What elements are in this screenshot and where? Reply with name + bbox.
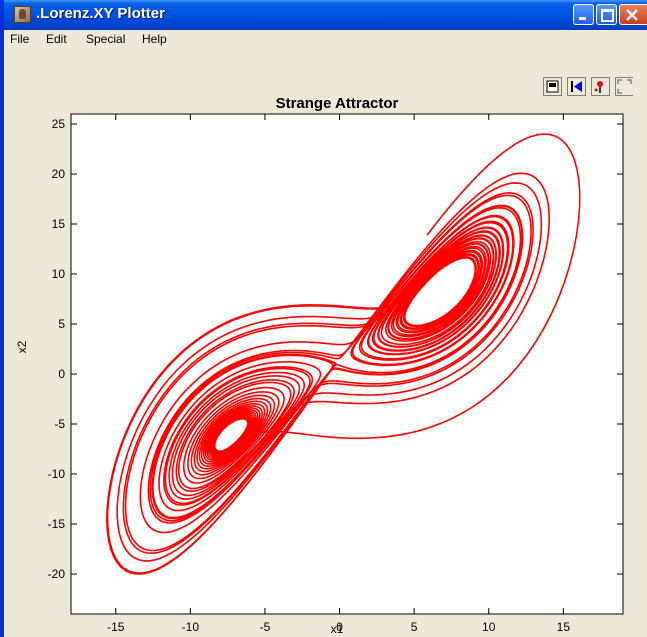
y-tick-label: -15 [48, 517, 66, 531]
fit-button[interactable] [615, 77, 633, 96]
save-button[interactable] [543, 77, 562, 96]
pin-button[interactable] [591, 77, 610, 96]
plot-frame [70, 113, 624, 615]
x-axis-label: x1 [331, 622, 344, 636]
x-tick-label: 5 [411, 620, 418, 634]
y-tick-label: -5 [54, 417, 65, 431]
x-tick-label: -5 [260, 620, 271, 634]
fit-icon [617, 79, 632, 94]
app-icon[interactable] [14, 6, 31, 23]
menu-edit[interactable]: Edit [46, 32, 67, 46]
pin-icon [594, 81, 603, 93]
close-button[interactable] [619, 4, 647, 25]
y-tick-label: 5 [58, 317, 65, 331]
save-icon [546, 80, 559, 93]
window-title: .Lorenz.XY Plotter [36, 5, 165, 22]
chart-title: Strange Attractor [276, 95, 399, 112]
trajectory-group [105, 133, 581, 575]
x-tick-label: 10 [482, 620, 496, 634]
y-tick-label: 10 [52, 267, 66, 281]
x-tick-label: 15 [557, 620, 571, 634]
x-tick-label: -15 [107, 620, 125, 634]
y-tick-label: 20 [52, 167, 66, 181]
rewind-button[interactable] [567, 77, 586, 96]
x-tick-label: -10 [182, 620, 200, 634]
minimize-button[interactable] [573, 4, 594, 25]
y-tick-label: -20 [48, 567, 66, 581]
chart-svg: Strange Attractor -15 -10 -5 0 5 10 15 25 20 15 10… [15, 95, 624, 636]
y-tick-label: 25 [52, 117, 66, 131]
y-tick-label: 15 [52, 217, 66, 231]
x-tick-label: 0 [336, 620, 343, 634]
y-tick-label: 0 [58, 367, 65, 381]
menu-file[interactable]: File [10, 32, 30, 46]
close-icon [626, 9, 638, 21]
rewind-icon [571, 81, 582, 92]
y-axis-label: x2 [15, 340, 29, 353]
maximize-button[interactable] [596, 4, 617, 25]
title-bar[interactable]: .Lorenz.XY Plotter [4, 0, 647, 30]
tick-group: -15 -10 -5 0 5 10 15 25 20 15 10 5 0 -5 -10 -15 -20 [48, 114, 623, 634]
menu-help[interactable]: Help [142, 32, 167, 46]
attractor-trajectory [105, 133, 581, 575]
menu-bar: File Edit Special Help [4, 30, 647, 49]
menu-special[interactable]: Special [86, 32, 126, 46]
plot-panel: Strange Attractor -15 -10 -5 0 5 10 15 25 20 15 10… [4, 50, 647, 637]
y-tick-label: -10 [48, 467, 66, 481]
